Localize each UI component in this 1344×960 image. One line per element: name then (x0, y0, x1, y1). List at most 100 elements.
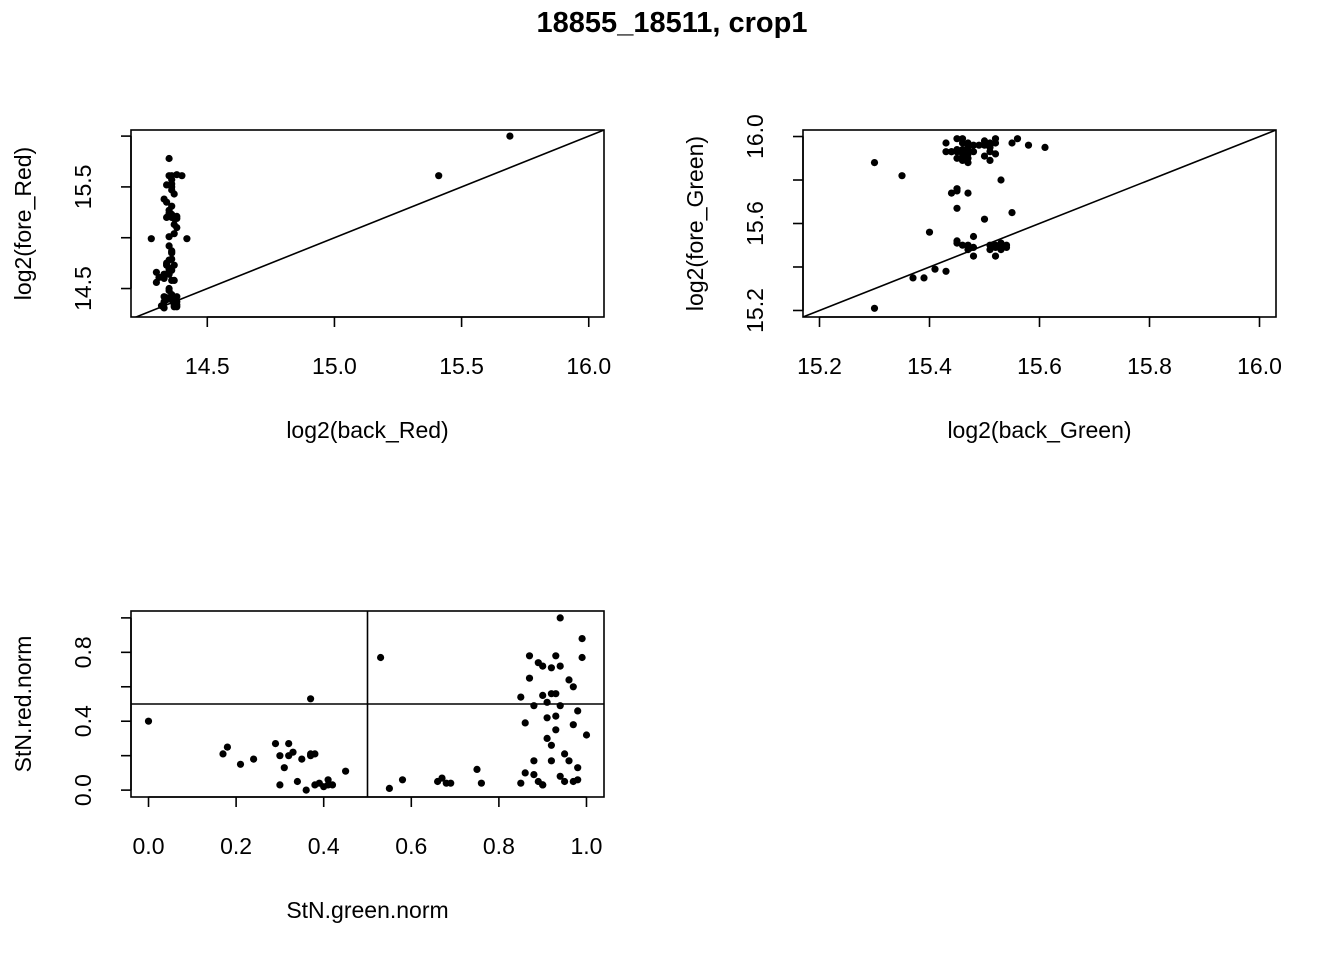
data-point (473, 765, 481, 774)
data-point (997, 176, 1005, 184)
data-point (276, 752, 284, 760)
data-point (517, 779, 525, 787)
data-point (223, 743, 231, 751)
x-tick-label: 0.2 (220, 833, 252, 859)
x-axis-label: log2(back_Green) (947, 417, 1131, 443)
data-point (552, 712, 560, 720)
panel-green-scatter: 15.2 15.4 15.6 15.8 16.0 15.2 15.6 16.0 log2(bac… (682, 114, 1282, 443)
data-points (147, 132, 514, 312)
y-tick-label: 15.2 (742, 288, 768, 333)
data-point (539, 781, 547, 789)
data-point (477, 779, 485, 787)
data-point (168, 248, 176, 256)
data-point (942, 148, 950, 156)
data-point (578, 635, 586, 643)
data-point (160, 274, 168, 282)
data-point (173, 224, 181, 232)
data-point (953, 146, 961, 154)
data-point (530, 771, 538, 779)
x-tick-label: 0.4 (308, 833, 340, 859)
data-point (539, 662, 547, 670)
data-point (964, 159, 972, 167)
data-point (521, 719, 529, 727)
data-point (163, 294, 171, 302)
data-point (964, 189, 972, 197)
data-point (307, 750, 315, 758)
data-point (435, 172, 443, 180)
data-point (342, 767, 350, 775)
y-tick-label: 0.8 (70, 636, 96, 668)
data-point (163, 259, 171, 267)
y-axis-label: log2(fore_Green) (682, 136, 708, 311)
data-point (986, 156, 994, 164)
data-point (398, 776, 407, 784)
data-point (565, 757, 573, 765)
data-point (293, 777, 301, 786)
x-axis-label: StN.green.norm (286, 897, 448, 923)
data-point (276, 781, 284, 789)
data-point (556, 662, 564, 670)
data-point (438, 774, 446, 782)
y-tick-label: 14.5 (70, 266, 96, 311)
data-point (289, 748, 297, 756)
data-point (898, 172, 906, 180)
data-point (565, 676, 573, 684)
data-point (1008, 139, 1016, 147)
data-point (163, 198, 171, 206)
data-point (991, 243, 1000, 251)
data-point (569, 777, 577, 786)
data-point (582, 731, 591, 739)
data-point (953, 154, 961, 162)
data-point (525, 674, 534, 682)
data-point (980, 152, 989, 160)
data-point (574, 707, 582, 715)
data-point (969, 148, 978, 156)
data-point (521, 769, 529, 777)
data-point (547, 757, 556, 765)
data-point (157, 302, 166, 310)
data-point (561, 750, 569, 758)
data-point (980, 215, 989, 223)
data-point (552, 690, 560, 698)
data-point (170, 301, 178, 309)
figure-title: 18855_18511, crop1 (537, 7, 808, 39)
data-point (958, 241, 967, 249)
data-point (183, 235, 191, 243)
data-point (578, 653, 586, 662)
data-point (552, 652, 560, 660)
data-point (543, 734, 551, 743)
data-point (556, 614, 564, 622)
data-point (958, 154, 967, 162)
data-point (219, 750, 227, 758)
data-point (569, 683, 577, 691)
data-point (925, 228, 934, 236)
x-tick-label: 15.5 (439, 353, 484, 379)
y-tick-label: 0.4 (70, 705, 96, 737)
data-point (958, 135, 967, 143)
data-point (170, 190, 178, 198)
data-point (986, 148, 994, 156)
data-point (547, 741, 556, 749)
data-point (969, 232, 978, 241)
data-point (165, 154, 173, 163)
data-point (953, 204, 961, 212)
data-point (552, 726, 560, 734)
data-point (969, 141, 978, 149)
data-point (964, 150, 972, 158)
data-point (1002, 243, 1011, 251)
data-point (991, 252, 1000, 260)
data-point (980, 141, 989, 149)
data-point (144, 717, 153, 725)
data-point (997, 241, 1005, 249)
data-point (165, 284, 173, 293)
data-point (173, 212, 181, 220)
data-point (547, 664, 556, 672)
panel-stn-scatter: 0.0 0.2 0.4 0.6 0.8 1.0 0.0 0.4 0.8 StN.green.nor… (10, 610, 605, 923)
data-point (168, 212, 176, 220)
x-tick-label: 14.5 (185, 353, 230, 379)
data-point (991, 139, 1000, 147)
data-point (1024, 141, 1033, 149)
data-point (953, 135, 961, 143)
data-point (170, 295, 178, 303)
